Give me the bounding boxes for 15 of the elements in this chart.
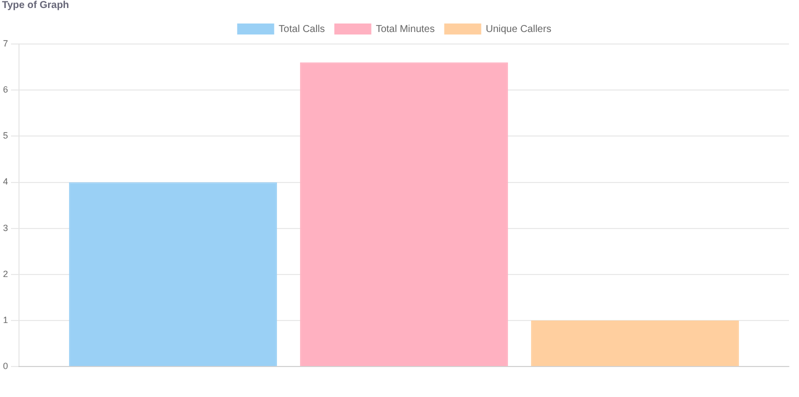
y-tick-label: 0 (2, 361, 8, 372)
chart-title: Type of Graph (1, 0, 70, 13)
y-tick-label: 3 (2, 222, 8, 233)
bar (531, 320, 739, 366)
bar (300, 62, 508, 366)
y-tick-label: 7 (2, 38, 8, 48)
y-tick-label: 4 (2, 176, 8, 187)
legend-label: Unique Callers (486, 24, 552, 35)
y-tick-label: 2 (2, 268, 8, 279)
legend-label: Total Minutes (376, 24, 435, 35)
y-tick-label: 6 (2, 84, 8, 95)
y-tick-label: 5 (2, 130, 8, 141)
legend-label: Total Calls (278, 24, 325, 35)
bar (69, 182, 277, 366)
y-tick-label: 1 (2, 315, 8, 325)
